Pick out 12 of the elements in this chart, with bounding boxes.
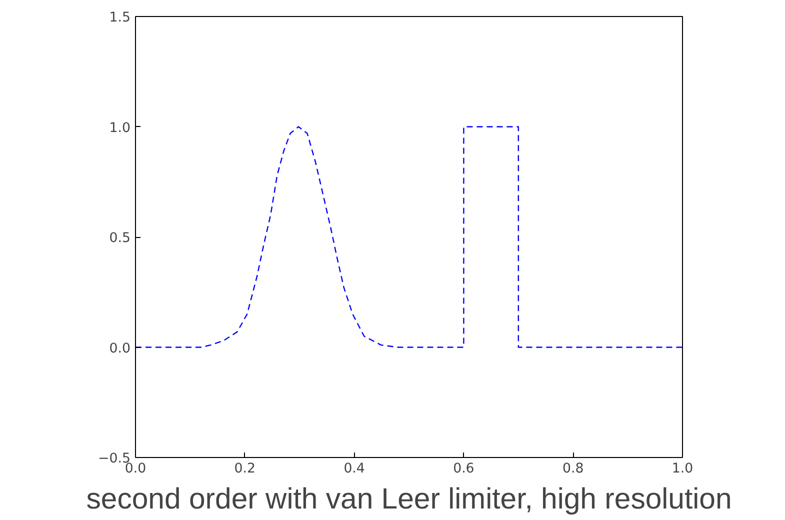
x-tick-label: 0.0	[124, 462, 146, 476]
x-tick-label: 0.2	[234, 462, 256, 476]
y-tick-label: 0.5	[109, 231, 131, 246]
line-series	[136, 126, 682, 348]
text: second order with van Leer limiter, high resolution	[86, 482, 732, 516]
y-tick-label: 1.0	[109, 120, 131, 136]
y-tick-label: 0.0	[109, 341, 131, 356]
x-tick-label: 0.6	[453, 462, 474, 476]
y-tick-label: 1.5	[109, 10, 131, 26]
x-tick-label: 0.8	[562, 462, 584, 476]
x-tick-label: 1.0	[672, 462, 694, 476]
x-tick-label: 0.4	[344, 462, 365, 476]
